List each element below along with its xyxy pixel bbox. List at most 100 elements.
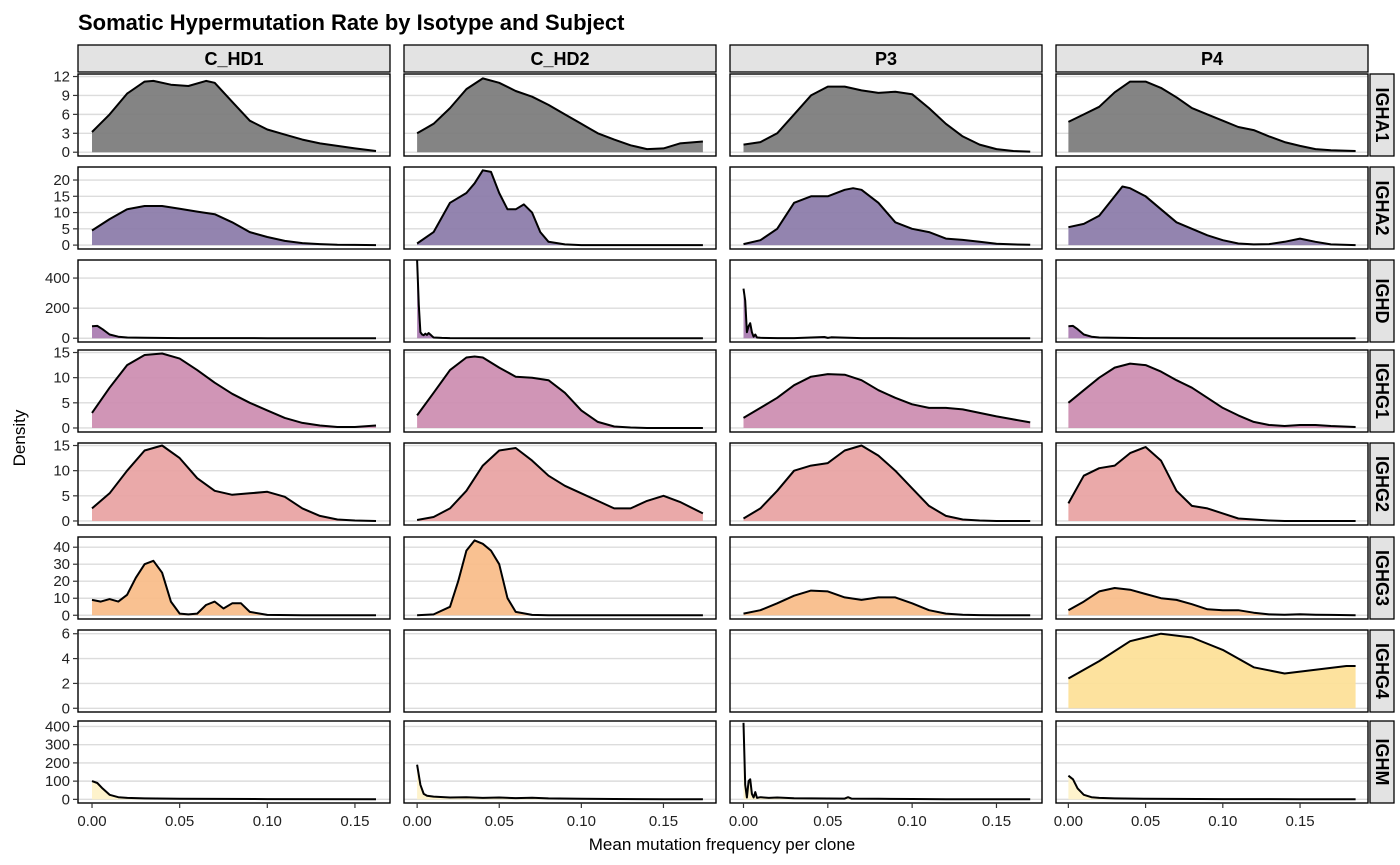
density-area-ighg2-p4 <box>1068 447 1356 521</box>
density-line-ighd-p3 <box>742 288 1031 340</box>
panel-ighm-p3: 0.00 0.05 0.10 0.15 <box>729 720 1043 830</box>
density-area-igha2-c-hd1 <box>92 206 376 246</box>
y-tick-label: 300 <box>45 737 70 754</box>
panel-ighm-c-hd2: 0.00 0.05 0.10 0.15 <box>403 720 717 830</box>
density-line-ighm-c-hd1 <box>91 780 377 801</box>
panel-ighg2-p4 <box>1055 442 1369 526</box>
x-tick-label: 0.05 <box>813 813 842 830</box>
panel-border <box>1055 536 1369 620</box>
density-line-ighm-p3 <box>742 722 1031 801</box>
y-tick-label: 0 <box>62 513 70 530</box>
density-area-ighg3-c-hd2 <box>417 540 703 616</box>
y-tick-label: 10 <box>53 205 70 222</box>
strip-label-p4: P4 <box>1201 49 1223 69</box>
y-tick-label: 0 <box>62 330 70 347</box>
density-line-ighg3-p3 <box>743 589 1031 617</box>
panel-border <box>729 73 1043 157</box>
panel-border <box>729 629 1043 713</box>
panel-igha1-c-hd2 <box>403 73 717 157</box>
panel-border <box>1055 442 1369 526</box>
strip-ighg1 <box>1369 349 1395 433</box>
panel-ighm-p4: 0.00 0.05 0.10 0.15 <box>1054 720 1369 830</box>
density-line-ighg1-p3 <box>742 373 1031 424</box>
strip-ighg3 <box>1369 536 1395 620</box>
x-tick-label: 0.05 <box>165 813 194 830</box>
panel-igha1-p4 <box>1055 73 1369 157</box>
x-tick-label: 0.00 <box>729 813 758 830</box>
panel-border <box>729 259 1043 343</box>
panel-igha2-p4 <box>1055 166 1369 250</box>
density-line-ighg4-p4 <box>1067 632 1356 680</box>
panel-ighg4-c-hd1: 0 2 4 6 <box>62 626 391 717</box>
x-tick-label: 0.00 <box>403 813 432 830</box>
y-tick-label: 20 <box>53 573 70 590</box>
panel-border <box>729 166 1043 250</box>
strip-label-ighg4: IGHG4 <box>1372 643 1392 699</box>
y-tick-label: 40 <box>53 539 70 556</box>
panel-ighd-p4 <box>1055 259 1369 343</box>
y-tick-label: 9 <box>62 87 70 104</box>
y-tick-label: 0 <box>62 420 70 437</box>
y-tick-label: 0 <box>62 607 70 624</box>
x-tick-label: 0.15 <box>649 813 678 830</box>
panel-border <box>1055 259 1369 343</box>
y-tick-label: 0 <box>62 700 70 717</box>
y-tick-label: 5 <box>62 221 70 238</box>
density-line-ighg1-p4 <box>1067 362 1356 428</box>
strip-ighg2 <box>1369 442 1395 526</box>
density-line-igha2-p3 <box>743 187 1031 246</box>
panel-ighd-c-hd2 <box>403 259 717 343</box>
panel-border <box>1055 73 1369 157</box>
y-tick-label: 200 <box>45 755 70 772</box>
panel-ighd-p3 <box>729 259 1043 343</box>
density-line-ighg3-c-hd2 <box>417 539 703 617</box>
strip-label-ighm: IGHM <box>1372 739 1392 786</box>
panel-ighg3-p3 <box>729 536 1043 620</box>
panel-ighg1-c-hd1: 0 5 10 15 <box>53 345 391 437</box>
panel-border <box>77 166 391 250</box>
y-tick-label: 10 <box>53 463 70 480</box>
density-area-igha2-p4 <box>1068 186 1356 246</box>
strip-c-hd2 <box>403 44 717 73</box>
y-tick-label: 15 <box>53 188 70 205</box>
panel-igha1-p3 <box>729 73 1043 157</box>
density-line-ighd-c-hd1 <box>91 324 376 340</box>
density-line-igha2-c-hd1 <box>91 205 377 247</box>
y-tick-label: 12 <box>53 69 70 86</box>
strip-label-igha1: IGHA1 <box>1372 87 1392 142</box>
panel-ighg4-p4 <box>1055 629 1369 713</box>
x-tick-label: 0.10 <box>567 813 596 830</box>
density-area-ighg1-c-hd2 <box>417 356 703 428</box>
panel-border <box>1055 349 1369 433</box>
density-area-igha2-p3 <box>743 188 1031 246</box>
panel-border <box>77 720 391 804</box>
panel-border <box>403 349 717 433</box>
y-axis-title: Density <box>10 409 29 466</box>
y-tick-label: 6 <box>62 626 70 643</box>
density-area-ighg2-c-hd1 <box>92 445 376 521</box>
panel-border <box>403 73 717 157</box>
panel-ighg2-c-hd1: 0 5 10 15 <box>53 438 391 530</box>
strip-ighm <box>1369 720 1395 804</box>
panel-ighg4-c-hd2 <box>403 629 717 713</box>
panel-border <box>729 536 1043 620</box>
panel-border <box>403 720 717 804</box>
density-area-ighg1-c-hd1 <box>92 353 376 428</box>
density-area-igha1-p3 <box>743 86 1031 153</box>
x-tick-label: 0.10 <box>898 813 927 830</box>
strip-igha1 <box>1369 73 1395 157</box>
density-area-ighg2-p3 <box>743 445 1031 521</box>
panel-border <box>1055 629 1369 713</box>
x-tick-label: 0.00 <box>1054 813 1083 830</box>
y-tick-label: 15 <box>53 345 70 362</box>
panel-ighd-c-hd1: 0 200 400 <box>45 259 391 347</box>
y-tick-label: 400 <box>45 270 70 287</box>
density-line-ighg2-c-hd1 <box>91 444 377 522</box>
x-tick-label: 0.05 <box>485 813 514 830</box>
density-area-ighg4-p4 <box>1068 633 1356 709</box>
panel-ighg3-p4 <box>1055 536 1369 620</box>
y-tick-label: 3 <box>62 125 70 142</box>
